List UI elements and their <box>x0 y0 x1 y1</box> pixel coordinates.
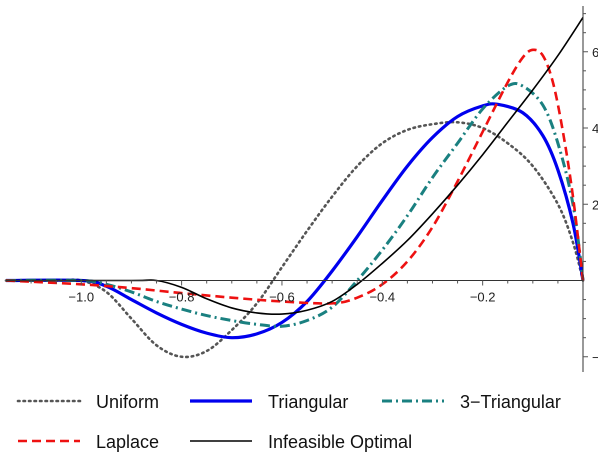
series-line-laplace <box>5 48 585 305</box>
series-line-infeasible-optimal <box>6 17 584 315</box>
legend-label-uniform: Uniform <box>96 392 159 412</box>
legend: Uniform Triangular 3−Triangular Laplace Infe… <box>16 392 561 452</box>
series-line-uniform <box>4 120 585 359</box>
x-tick-label: −0.8 <box>169 290 195 305</box>
legend-label-3-triangular: 3−Triangular <box>460 392 561 412</box>
y-tick-label: 6 <box>592 45 598 60</box>
legend-label-infeasible-optimal: Infeasible Optimal <box>268 432 412 452</box>
legend-label-laplace: Laplace <box>96 432 159 452</box>
axes <box>6 6 584 372</box>
x-tick-label: −0.6 <box>269 290 295 305</box>
y-tick-label: 4 <box>592 121 598 136</box>
series-line-3-triangular <box>5 81 585 328</box>
x-tick-label: −1.0 <box>68 290 94 305</box>
legend-label-triangular: Triangular <box>268 392 348 412</box>
y-tick-label: 2 <box>592 197 598 212</box>
plot-area <box>4 17 585 359</box>
y-tick-label: −2 <box>592 350 598 365</box>
x-tick-label: −0.2 <box>470 290 496 305</box>
x-tick-label: −0.4 <box>369 290 395 305</box>
ticks: −1.0 −0.8 −0.6 −0.4 −0.2 −2 2 4 6 <box>30 13 598 365</box>
series-line-triangular <box>5 102 585 340</box>
